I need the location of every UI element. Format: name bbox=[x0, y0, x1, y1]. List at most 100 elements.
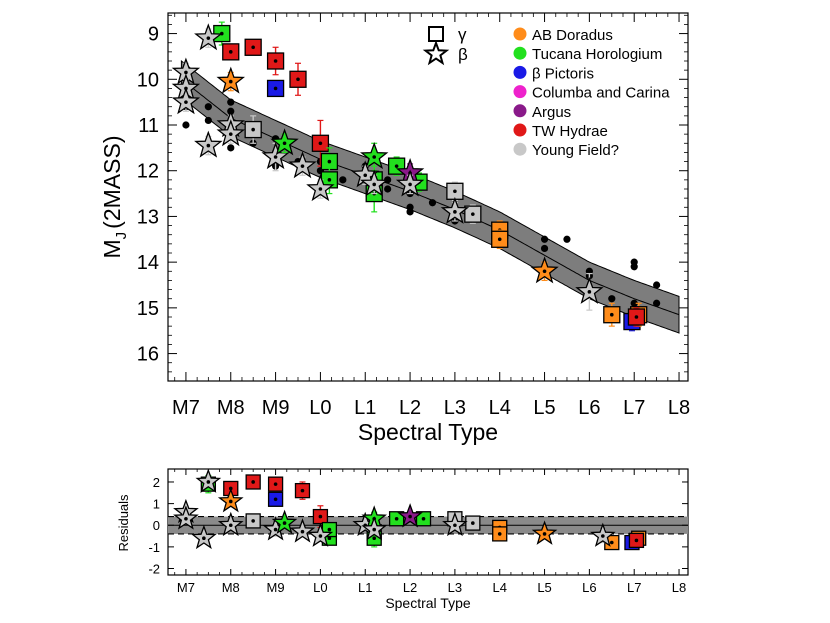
young-object-gamma-square bbox=[244, 38, 262, 56]
residual-center-dot bbox=[327, 527, 332, 532]
marker-key-label: β bbox=[458, 45, 468, 64]
young-object-gamma-square bbox=[311, 119, 330, 167]
residual-beta-star bbox=[307, 522, 334, 547]
field-relation-band bbox=[180, 59, 680, 334]
legend-label: Young Field? bbox=[532, 142, 619, 159]
residual-x-tick-label: M8 bbox=[222, 580, 240, 595]
residual-gamma-square bbox=[415, 511, 432, 527]
young-object-center-dot bbox=[282, 141, 287, 146]
residual-center-dot bbox=[273, 497, 278, 502]
residual-x-tick-label: L6 bbox=[582, 580, 596, 595]
residual-gamma-square bbox=[388, 511, 405, 527]
residual-panel: M7 M8 M9 L0 L1 L2 L3 L4 L5 L6 L7 L8 -2 -1 0 1 2 Spectra… bbox=[116, 468, 689, 611]
field-object-point bbox=[608, 295, 616, 303]
residual-beta-star bbox=[589, 522, 616, 547]
field-object-point bbox=[406, 208, 414, 216]
young-object-center-dot bbox=[318, 187, 323, 191]
beta-key-star bbox=[422, 40, 450, 66]
field-object-point bbox=[653, 281, 661, 289]
residual-gamma-square bbox=[267, 476, 284, 492]
young-object-beta-star bbox=[359, 169, 389, 197]
main-x-tick-label: L7 bbox=[623, 397, 645, 419]
residual-center-dot bbox=[609, 540, 614, 545]
residual-beta-star bbox=[191, 524, 217, 550]
main-y-tick-label: 14 bbox=[137, 252, 159, 274]
residual-x-tick-label: L4 bbox=[492, 580, 506, 595]
main-x-tick-label: M8 bbox=[217, 397, 245, 419]
residual-beta-star bbox=[361, 516, 387, 541]
field-object-point bbox=[204, 116, 212, 125]
residual-x-tick-label: L5 bbox=[537, 580, 551, 595]
residual-y-tick-label: 2 bbox=[153, 475, 160, 490]
residual-center-dot bbox=[273, 482, 278, 486]
main-x-tick-label: L2 bbox=[399, 397, 421, 419]
residual-y-axis-title: Residuals bbox=[116, 494, 131, 552]
young-object-gamma-square bbox=[491, 229, 509, 250]
young-object-center-dot bbox=[206, 143, 211, 148]
residual-beta-star bbox=[442, 511, 468, 537]
main-x-tick-label: L5 bbox=[533, 397, 555, 419]
young-object-center-dot bbox=[587, 290, 592, 294]
legend-color-dot bbox=[513, 104, 527, 118]
residual-center-dot bbox=[394, 516, 399, 521]
main-x-tick-label: L4 bbox=[489, 397, 511, 419]
field-object-point bbox=[227, 144, 235, 152]
young-object-beta-star bbox=[530, 256, 559, 284]
main-x-tick-label: L8 bbox=[668, 397, 690, 419]
young-objects bbox=[171, 21, 648, 332]
residual-x-tick-label: L8 bbox=[672, 580, 686, 595]
residual-center-dot bbox=[273, 527, 278, 532]
young-object-center-dot bbox=[453, 189, 457, 194]
legend-label: Columba and Carina bbox=[532, 85, 670, 102]
residual-beta-star bbox=[173, 505, 199, 530]
residual-gamma-square bbox=[245, 513, 261, 529]
residual-y-axis: -2 -1 0 1 2 bbox=[148, 475, 688, 577]
residual-gamma-square bbox=[628, 532, 645, 549]
y-label-j: J bbox=[113, 232, 130, 240]
residual-beta-star bbox=[195, 468, 222, 493]
young-object-center-dot bbox=[300, 164, 305, 168]
young-object-center-dot bbox=[318, 141, 323, 146]
young-object-beta-star bbox=[306, 174, 335, 202]
legend-color-dot bbox=[513, 142, 527, 156]
young-object-center-dot bbox=[228, 79, 233, 84]
residual-gamma-square bbox=[312, 505, 329, 529]
residual-beta-star bbox=[531, 520, 558, 545]
field-object-point bbox=[563, 235, 571, 243]
field-object-point bbox=[339, 176, 347, 184]
young-object-center-dot bbox=[184, 70, 188, 75]
residual-center-dot bbox=[453, 523, 457, 528]
young-object-gamma-square bbox=[222, 43, 240, 61]
field-object-point bbox=[630, 263, 638, 271]
residual-center-dot bbox=[318, 534, 323, 538]
residual-gamma-square bbox=[267, 491, 284, 507]
residual-center-dot bbox=[471, 521, 475, 525]
residual-center-dot bbox=[408, 514, 412, 519]
legend-color-dot bbox=[513, 46, 527, 60]
young-object-gamma-square bbox=[266, 79, 285, 98]
young-object-center-dot bbox=[471, 212, 475, 216]
young-object-beta-star bbox=[288, 151, 317, 179]
residual-x-tick-label: L2 bbox=[403, 580, 417, 595]
residual-x-tick-label: L1 bbox=[358, 580, 372, 595]
young-object-center-dot bbox=[251, 127, 255, 132]
residual-y-tick-label: 0 bbox=[153, 518, 160, 533]
main-x-tick-label: L3 bbox=[444, 397, 466, 419]
young-object-beta-star bbox=[216, 66, 246, 94]
field-object-point bbox=[630, 299, 638, 307]
residual-beta-star bbox=[397, 503, 423, 528]
field-object-point bbox=[227, 98, 235, 106]
young-object-gamma-square bbox=[464, 204, 482, 224]
young-object-gamma-square bbox=[266, 46, 285, 76]
young-object-center-dot bbox=[609, 312, 614, 317]
gamma-key-square bbox=[428, 26, 444, 42]
main-y-tick-label: 9 bbox=[148, 24, 159, 46]
young-object-gamma-square bbox=[244, 115, 262, 144]
main-y-tick-label: 13 bbox=[137, 206, 159, 228]
young-object-center-dot bbox=[228, 50, 233, 54]
young-object-gamma-square bbox=[627, 307, 646, 327]
residual-beta-star bbox=[262, 516, 289, 541]
young-object-beta-star bbox=[395, 169, 425, 197]
young-object-center-dot bbox=[273, 155, 278, 159]
